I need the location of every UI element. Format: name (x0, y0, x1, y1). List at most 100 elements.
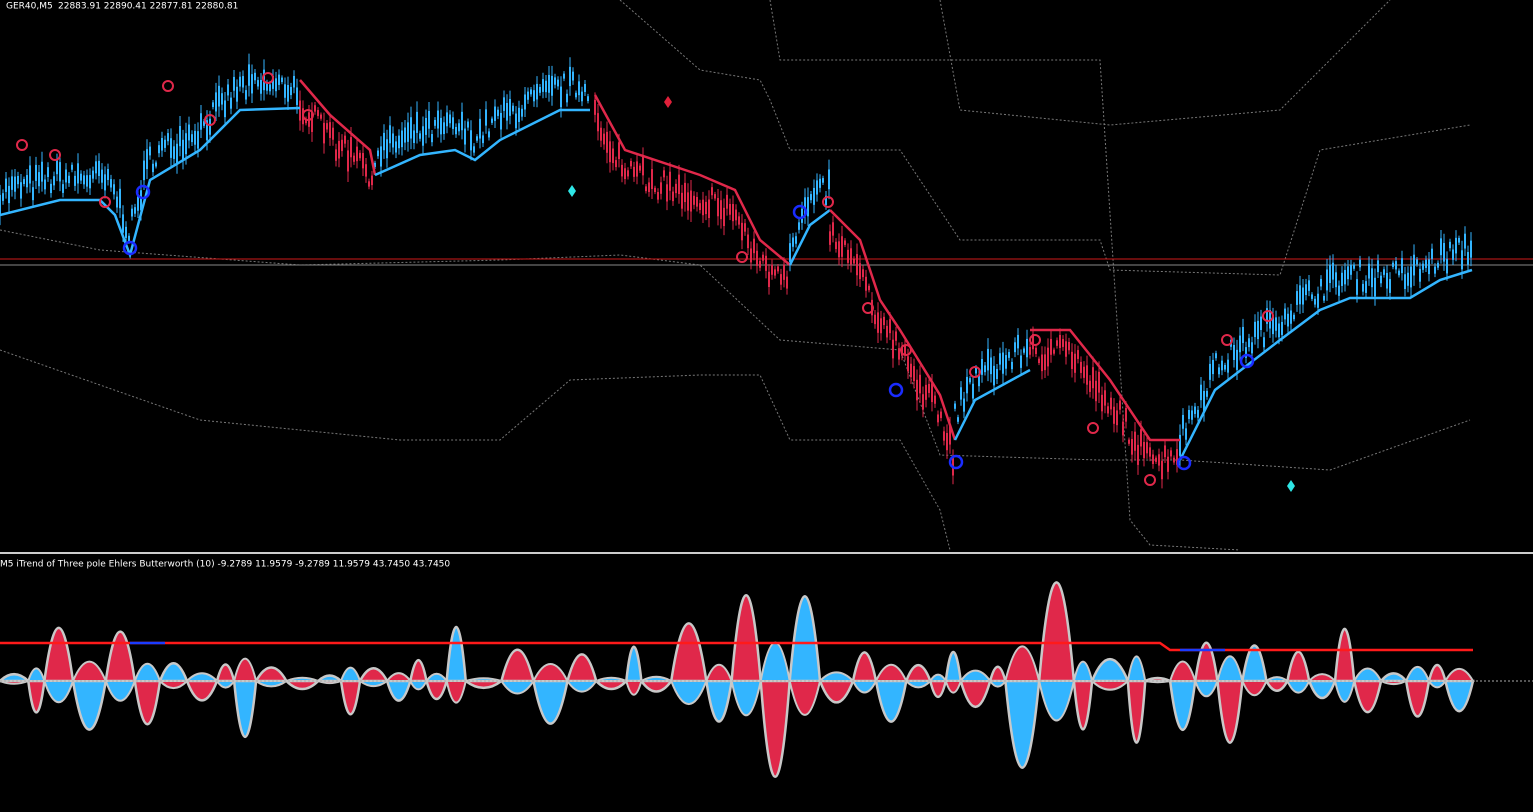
candle-body (110, 179, 112, 188)
candle-body (841, 236, 843, 257)
candle-body (173, 146, 175, 159)
candle-body (868, 285, 870, 291)
candle-body (1314, 298, 1316, 305)
oscillator-lobe (1240, 644, 1268, 683)
candle-body (1404, 274, 1406, 289)
candle-body (931, 383, 933, 403)
candle-body (140, 190, 142, 211)
candle-body (1284, 308, 1286, 320)
candle-body (865, 276, 867, 291)
candle-body (1389, 279, 1391, 293)
candle-body (320, 114, 322, 119)
candle-body (392, 133, 394, 148)
candle-body (1083, 366, 1085, 378)
candle-body (1179, 434, 1181, 456)
candle-body (407, 122, 409, 142)
candle-body (810, 194, 812, 201)
oscillator-lobe (1072, 679, 1094, 731)
candle-body (530, 89, 532, 95)
candle-body (762, 254, 764, 261)
candle-body (149, 146, 151, 156)
candle-body (554, 77, 556, 85)
candle-body (287, 85, 289, 102)
trend-segment (1178, 268, 1473, 461)
oscillator-lobe (1333, 627, 1356, 683)
candle-body (155, 162, 157, 167)
candle-body (11, 176, 13, 190)
candle-body (1167, 456, 1169, 472)
candle-body (1356, 279, 1358, 295)
candle-body (1410, 266, 1412, 288)
candle-body (464, 128, 466, 145)
candle-body (1425, 259, 1427, 268)
candle-body (1419, 268, 1421, 282)
candle-body (545, 80, 547, 93)
candle-body (1188, 409, 1190, 419)
candle-body (1065, 341, 1067, 357)
candle-body (792, 237, 794, 247)
candle-body (224, 100, 226, 118)
candle-body (218, 85, 220, 107)
candle-body (362, 153, 364, 169)
candle-body (771, 264, 773, 275)
candle-body (963, 398, 965, 412)
candle-body (62, 184, 64, 193)
candle-body (269, 84, 271, 92)
candle-body (476, 136, 478, 141)
candle-body (883, 316, 885, 326)
candle-body (95, 161, 97, 174)
candle-body (1272, 316, 1274, 335)
candle-body (317, 110, 319, 116)
candle-body (1449, 241, 1451, 249)
candle-body (1080, 361, 1082, 373)
candle-body (768, 271, 770, 288)
candle-body (720, 200, 722, 220)
oscillator-lobe (788, 680, 822, 716)
candle-body (886, 325, 888, 338)
candle-body (233, 76, 235, 91)
candle-body (594, 99, 596, 115)
candle-body (377, 150, 379, 157)
candle-body (1164, 445, 1166, 458)
candle-body (624, 168, 626, 180)
candle-body (714, 194, 716, 199)
candle-body (521, 108, 523, 117)
candle-body (946, 433, 948, 451)
trend-segment (593, 94, 791, 266)
signal-arc (900, 344, 912, 356)
candle-body (1173, 457, 1175, 463)
candle-body (575, 92, 577, 98)
signal-arc (99, 196, 111, 208)
candle-body (419, 133, 421, 139)
candle-body (26, 175, 28, 188)
candle-body (86, 175, 88, 187)
candle-body (892, 339, 894, 359)
candle-body (161, 137, 163, 151)
candle-body (1308, 280, 1310, 291)
oscillator-lobe (1037, 680, 1076, 722)
candle-body (889, 319, 891, 334)
oscillator-lobe (730, 594, 763, 683)
candle-body (188, 124, 190, 141)
candle-body (717, 198, 719, 217)
candle-body (1146, 442, 1148, 454)
candle-body (236, 86, 238, 102)
candle-body (401, 130, 403, 148)
candle-body (80, 173, 82, 181)
candle-body (416, 111, 418, 133)
candle-body (684, 182, 686, 203)
signal-diamond (664, 96, 672, 108)
candle-body (1350, 264, 1352, 275)
candle-body (1353, 264, 1355, 269)
candle-body (389, 125, 391, 144)
candle-body (551, 75, 553, 96)
oscillator-lobe (339, 679, 362, 716)
candle-body (1329, 264, 1331, 284)
candle-body (1119, 400, 1121, 410)
candle-body (542, 79, 544, 92)
candle-body (838, 241, 840, 258)
symbol-label: GER40,M5 (6, 2, 53, 12)
candle-body (443, 122, 445, 135)
candle-body (1020, 355, 1022, 368)
